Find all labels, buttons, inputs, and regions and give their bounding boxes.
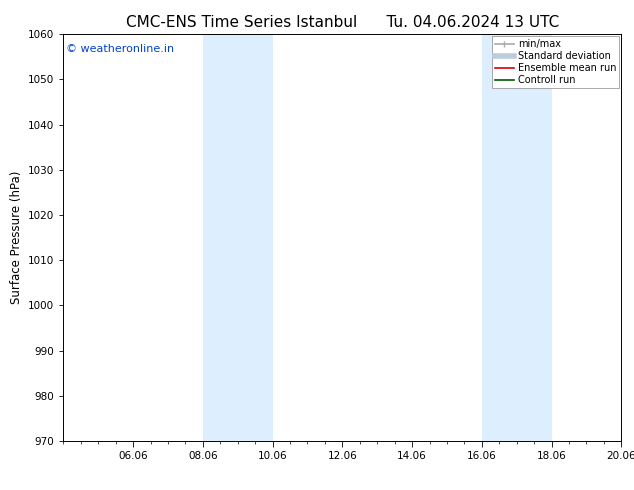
Legend: min/max, Standard deviation, Ensemble mean run, Controll run: min/max, Standard deviation, Ensemble me… [492, 36, 619, 88]
Title: CMC-ENS Time Series Istanbul      Tu. 04.06.2024 13 UTC: CMC-ENS Time Series Istanbul Tu. 04.06.2… [126, 15, 559, 30]
Bar [203, 34, 273, 441]
Bar [482, 34, 552, 441]
Y-axis label: Surface Pressure (hPa): Surface Pressure (hPa) [10, 171, 23, 304]
Text: © weatheronline.in: © weatheronline.in [66, 45, 174, 54]
